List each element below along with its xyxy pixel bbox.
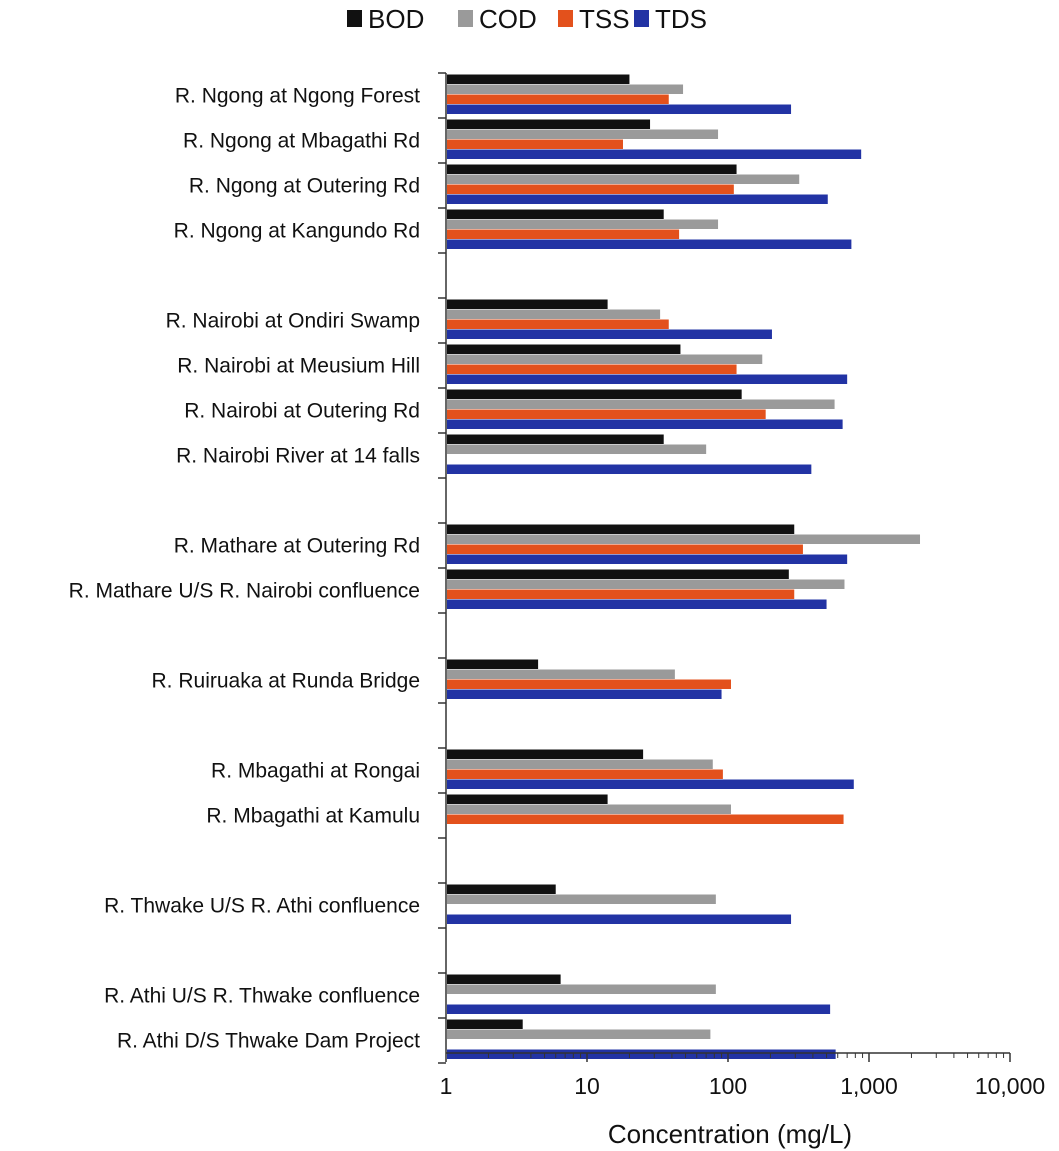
bar-tds-r-ngong-at-ngong-forest — [447, 104, 792, 114]
bar-tds-r-ngong-at-mbagathi-rd — [447, 149, 862, 159]
bar-bod-r-ngong-at-mbagathi-rd — [447, 119, 651, 129]
bar-tss-r-ngong-at-ngong-forest — [447, 94, 669, 104]
legend: BOD COD TSS TDS — [347, 4, 707, 34]
bar-tds-r-athi-u-s-r-thwake-confluence — [447, 1004, 831, 1014]
bar-cod-r-athi-u-s-r-thwake-confluence — [447, 984, 716, 994]
bar-tss-r-ngong-at-outering-rd — [447, 184, 734, 194]
category-label-r-ngong-at-kangundo-rd: R. Ngong at Kangundo Rd — [174, 220, 420, 243]
legend-label-tds: TDS — [655, 4, 707, 34]
bar-tds-r-nairobi-at-outering-rd — [447, 419, 843, 429]
category-label-r-ruiruaka-at-runda-bridge: R. Ruiruaka at Runda Bridge — [152, 670, 420, 693]
bar-tss-r-mbagathi-at-rongai — [447, 769, 723, 779]
bar-bod-r-nairobi-at-ondiri-swamp — [447, 299, 608, 309]
bar-tds-r-ngong-at-kangundo-rd — [447, 239, 852, 249]
bar-bod-r-athi-u-s-r-thwake-confluence — [447, 974, 561, 984]
bar-cod-r-ngong-at-outering-rd — [447, 174, 800, 184]
category-label-r-athi-u-s-r-thwake-confluence: R. Athi U/S R. Thwake confluence — [104, 985, 420, 1008]
bar-cod-r-mbagathi-at-kamulu — [447, 804, 731, 814]
bar-tss-r-mathare-at-outering-rd — [447, 544, 803, 554]
x-axis-title: Concentration (mg/L) — [608, 1119, 852, 1149]
bar-tss-r-nairobi-at-meusium-hill — [447, 364, 737, 374]
category-label-r-nairobi-river-at-14-falls: R. Nairobi River at 14 falls — [176, 445, 420, 468]
legend-label-tss: TSS — [579, 4, 630, 34]
bar-cod-r-nairobi-at-ondiri-swamp — [447, 309, 661, 319]
bar-cod-r-mbagathi-at-rongai — [447, 759, 713, 769]
bar-tds-r-nairobi-at-meusium-hill — [447, 374, 848, 384]
bar-tds-r-mathare-at-outering-rd — [447, 554, 848, 564]
bar-bod-r-ngong-at-kangundo-rd — [447, 209, 664, 219]
bar-cod-r-ngong-at-ngong-forest — [447, 84, 684, 94]
bar-bod-r-athi-d-s-thwake-dam-project — [447, 1019, 523, 1029]
legend-swatch-bod — [347, 10, 362, 27]
bar-cod-r-ngong-at-kangundo-rd — [447, 219, 719, 229]
bar-tss-r-ngong-at-mbagathi-rd — [447, 139, 623, 149]
bar-tss-r-mbagathi-at-kamulu — [447, 814, 844, 824]
bar-tds-r-mathare-u-s-r-nairobi-confluence — [447, 599, 827, 609]
bar-tds-r-athi-d-s-thwake-dam-project — [447, 1049, 836, 1059]
category-labels: R. Ngong at Ngong Forest R. Ngong at Mbag… — [69, 85, 420, 1053]
category-label-r-nairobi-at-outering-rd: R. Nairobi at Outering Rd — [184, 400, 420, 423]
category-label-r-mbagathi-at-rongai: R. Mbagathi at Rongai — [211, 760, 420, 783]
bar-bod-r-nairobi-river-at-14-falls — [447, 434, 664, 444]
bar-cod-r-nairobi-at-outering-rd — [447, 399, 835, 409]
legend-swatch-cod — [458, 10, 473, 27]
category-label-r-mbagathi-at-kamulu: R. Mbagathi at Kamulu — [206, 805, 420, 828]
bar-cod-r-ngong-at-mbagathi-rd — [447, 129, 719, 139]
bar-cod-r-nairobi-river-at-14-falls — [447, 444, 707, 454]
bar-cod-r-nairobi-at-meusium-hill — [447, 354, 763, 364]
x-tick-label: 10 — [574, 1073, 600, 1099]
bar-bod-r-ngong-at-outering-rd — [447, 164, 737, 174]
bar-tss-r-mathare-u-s-r-nairobi-confluence — [447, 589, 795, 599]
bar-tds-r-thwake-u-s-r-athi-confluence — [447, 914, 792, 924]
x-tick-label: 1,000 — [840, 1073, 898, 1099]
bar-tss-r-ruiruaka-at-runda-bridge — [447, 679, 731, 689]
bar-bod-r-nairobi-at-meusium-hill — [447, 344, 681, 354]
legend-swatch-tds — [634, 10, 649, 27]
bar-tds-r-nairobi-at-ondiri-swamp — [447, 329, 772, 339]
bar-bod-r-thwake-u-s-r-athi-confluence — [447, 884, 556, 894]
bar-tds-r-mbagathi-at-rongai — [447, 779, 854, 789]
x-tick-label: 100 — [709, 1073, 747, 1099]
bar-bod-r-mbagathi-at-rongai — [447, 749, 644, 759]
bars — [447, 74, 921, 1059]
bar-tss-r-ngong-at-kangundo-rd — [447, 229, 680, 239]
bar-bod-r-ruiruaka-at-runda-bridge — [447, 659, 539, 669]
bar-bod-r-mathare-u-s-r-nairobi-confluence — [447, 569, 789, 579]
category-label-r-ngong-at-outering-rd: R. Ngong at Outering Rd — [189, 175, 420, 198]
category-label-r-nairobi-at-meusium-hill: R. Nairobi at Meusium Hill — [177, 355, 420, 378]
category-label-r-nairobi-at-ondiri-swamp: R. Nairobi at Ondiri Swamp — [166, 310, 420, 333]
axes: 1 10 100 1,000 10,000 — [438, 72, 1045, 1099]
bar-bod-r-mbagathi-at-kamulu — [447, 794, 608, 804]
bar-cod-r-athi-d-s-thwake-dam-project — [447, 1029, 711, 1039]
category-label-r-mathare-at-outering-rd: R. Mathare at Outering Rd — [174, 535, 420, 558]
legend-label-cod: COD — [479, 4, 537, 34]
category-label-r-athi-d-s-thwake-dam-project: R. Athi D/S Thwake Dam Project — [117, 1030, 420, 1053]
bar-tss-r-nairobi-at-outering-rd — [447, 409, 766, 419]
category-label-r-mathare-u-s-r-nairobi-confluence: R. Mathare U/S R. Nairobi confluence — [69, 580, 420, 603]
category-label-r-ngong-at-ngong-forest: R. Ngong at Ngong Forest — [175, 85, 420, 108]
legend-label-bod: BOD — [368, 4, 424, 34]
category-label-r-thwake-u-s-r-athi-confluence: R. Thwake U/S R. Athi confluence — [104, 895, 420, 918]
bar-bod-r-mathare-at-outering-rd — [447, 524, 795, 534]
bar-cod-r-ruiruaka-at-runda-bridge — [447, 669, 675, 679]
bar-bod-r-ngong-at-ngong-forest — [447, 74, 630, 84]
x-tick-label: 10,000 — [975, 1073, 1045, 1099]
legend-swatch-tss — [558, 10, 573, 27]
x-tick-label: 1 — [440, 1073, 453, 1099]
category-label-r-ngong-at-mbagathi-rd: R. Ngong at Mbagathi Rd — [183, 130, 420, 153]
bar-cod-r-mathare-u-s-r-nairobi-confluence — [447, 579, 845, 589]
bar-cod-r-thwake-u-s-r-athi-confluence — [447, 894, 716, 904]
bar-tss-r-nairobi-at-ondiri-swamp — [447, 319, 669, 329]
bar-cod-r-mathare-at-outering-rd — [447, 534, 921, 544]
bar-tds-r-ngong-at-outering-rd — [447, 194, 828, 204]
bar-tds-r-nairobi-river-at-14-falls — [447, 464, 812, 474]
bar-tds-r-ruiruaka-at-runda-bridge — [447, 689, 722, 699]
bar-bod-r-nairobi-at-outering-rd — [447, 389, 742, 399]
